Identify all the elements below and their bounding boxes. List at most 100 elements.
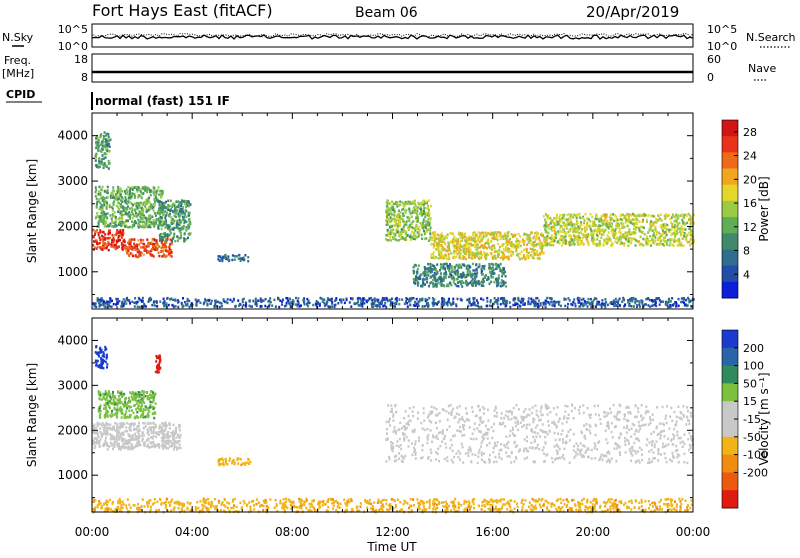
noise-sky-trace (92, 35, 693, 39)
range-gate-cell (490, 276, 492, 279)
range-gate-cell (147, 439, 149, 442)
range-gate-cell (185, 221, 187, 224)
range-gate-cell (647, 214, 649, 217)
range-gate-cell (598, 220, 600, 223)
range-gate-cell (500, 234, 502, 237)
range-gate-cell (610, 217, 612, 220)
range-gate-cell (476, 268, 478, 271)
range-gate-cell (129, 245, 131, 248)
range-gate-cell (491, 263, 493, 266)
range-gate-cell (457, 253, 459, 256)
range-gate-cell (418, 264, 420, 267)
range-gate-cell (346, 299, 348, 302)
range-gate-cell (153, 194, 155, 197)
range-gate-cell (420, 208, 422, 211)
range-gate-cell (423, 210, 425, 213)
range-gate-cell (130, 188, 132, 191)
range-gate-cell (455, 256, 457, 258)
range-gate-cell (486, 279, 488, 282)
range-gate-cell (307, 301, 309, 304)
range-gate-cell (96, 212, 98, 215)
range-gate-cell (242, 298, 244, 301)
range-gate-cell (148, 215, 150, 218)
range-gate-cell (105, 437, 107, 440)
range-gate-cell (485, 258, 487, 261)
range-gate-cell (269, 297, 271, 300)
range-gate-cell (463, 264, 465, 267)
range-gate-cell (148, 446, 150, 449)
range-gate-cell (99, 239, 101, 242)
range-gate-cell (662, 243, 664, 246)
range-gate-cell (238, 254, 240, 257)
range-gate-cell (662, 230, 664, 233)
range-gate-cell (474, 302, 476, 305)
range-gate-cell (504, 271, 506, 274)
range-gate-cell (469, 282, 471, 285)
range-gate-cell (116, 246, 118, 249)
range-gate-cell (625, 214, 627, 217)
range-gate-cell (133, 238, 135, 241)
range-gate-cell (138, 194, 140, 197)
range-gate-cell (680, 244, 682, 247)
range-gate-cell (478, 263, 480, 266)
range-gate-cell (447, 249, 449, 252)
range-gate-cell (444, 256, 446, 259)
range-gate-cell (104, 152, 106, 155)
range-gate-cell (105, 243, 107, 246)
range-gate-cell (391, 225, 393, 228)
range-gate-cell (675, 214, 677, 217)
range-gate-cell (646, 236, 648, 239)
range-gate-cell (591, 230, 593, 233)
range-gate-cell (109, 206, 111, 209)
range-gate-cell (540, 244, 542, 247)
range-gate-cell (258, 300, 260, 303)
range-gate-cell (494, 257, 496, 260)
range-gate-cell (449, 302, 451, 305)
range-gate-cell (397, 231, 399, 234)
range-gate-cell (335, 304, 337, 307)
range-gate-cell (122, 246, 124, 249)
range-gate-cell (100, 133, 102, 136)
range-gate-cell (630, 214, 632, 217)
range-gate-cell (103, 203, 105, 206)
range-gate-cell (688, 298, 690, 301)
range-gate-cell (129, 423, 131, 426)
range-gate-cell (517, 245, 519, 248)
range-gate-cell (153, 210, 155, 213)
range-gate-cell (457, 265, 459, 268)
range-gate-cell (125, 193, 127, 196)
range-gate-cell (653, 232, 655, 235)
range-gate-cell (554, 305, 556, 308)
range-gate-cell (151, 254, 153, 257)
range-gate-cell (123, 240, 125, 243)
scatter-region (543, 213, 695, 247)
range-gate-cell (531, 251, 533, 254)
range-gate-cell (439, 283, 441, 286)
range-gate-cell (685, 214, 687, 217)
range-gate-cell (125, 244, 127, 247)
range-gate-cell (129, 190, 131, 193)
range-gate-cell (580, 221, 582, 224)
range-gate-cell (125, 213, 127, 216)
range-gate-cell (468, 298, 470, 301)
range-gate-cell (533, 244, 535, 247)
range-gate-cell (616, 223, 618, 226)
range-gate-cell (444, 241, 446, 244)
range-gate-cell (176, 442, 178, 445)
range-gate-cell (158, 186, 160, 189)
range-gate-cell (481, 270, 483, 273)
range-gate-cell (151, 304, 153, 307)
range-gate-cell (460, 240, 462, 243)
range-gate-cell (93, 440, 95, 443)
range-gate-cell (297, 300, 299, 303)
range-gate-cell (668, 298, 670, 301)
range-gate-cell (534, 249, 536, 252)
range-gate-cell (620, 215, 622, 218)
range-gate-cell (166, 433, 168, 436)
range-gate-cell (431, 239, 433, 242)
range-gate-cell (687, 304, 689, 307)
noise-left-tick-bottom: 10^0 (58, 40, 88, 53)
range-gate-cell (397, 201, 399, 204)
range-gate-cell (161, 193, 163, 196)
range-gate-cell (428, 305, 430, 308)
